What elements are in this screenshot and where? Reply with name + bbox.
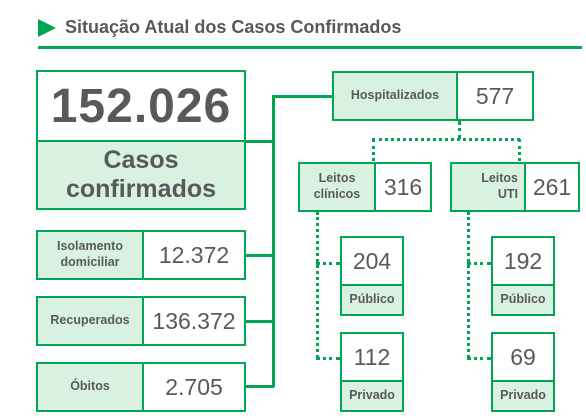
icu-beds-label-cell: Leitos UTI: [452, 164, 526, 210]
icu-private-value: 69: [510, 343, 536, 370]
isolation-value-cell: 12.372: [144, 232, 244, 278]
total-cases-value: 152.026: [50, 79, 232, 133]
deaths-box: Óbitos 2.705: [36, 362, 246, 412]
icu-public-label: Público: [500, 292, 546, 307]
icu-private-label: Privado: [500, 388, 546, 403]
dotted-connector-hospital-down: [458, 121, 461, 139]
hospitalized-label: Hospitalizados: [350, 88, 440, 103]
connector-to-recovered: [246, 320, 274, 323]
icu-beds-box: Leitos UTI 261: [450, 162, 580, 212]
isolation-value: 12.372: [158, 241, 230, 268]
arrow-icon: [38, 19, 56, 37]
dotted-connector-icu-privado: [467, 357, 491, 360]
clinical-beds-label-line2: clínicos: [313, 187, 361, 201]
icu-beds-value-cell: 261: [526, 164, 578, 210]
clinical-private-label: Privado: [349, 388, 395, 403]
clinical-private-value-cell: 112: [342, 334, 402, 380]
clinical-public-label-cell: Público: [342, 284, 402, 314]
clinical-beds-label-cell: Leitos clínicos: [300, 164, 376, 210]
icu-beds-label-line2: UTI: [497, 187, 518, 201]
deaths-label-cell: Óbitos: [38, 364, 144, 410]
connector-trunk: [272, 95, 275, 387]
total-cases-label-cell: Casos confirmados: [38, 140, 244, 208]
icu-private-value-cell: 69: [493, 334, 553, 380]
dotted-connector-icu-publico: [467, 262, 491, 265]
clinical-private-box: 112 Privado: [340, 332, 404, 412]
icu-beds-label-line1: Leitos: [481, 171, 518, 186]
dotted-connector-to-clinicos: [372, 139, 375, 161]
hospitalized-box: Hospitalizados 577: [332, 71, 534, 121]
connector-to-isolation: [246, 254, 274, 257]
isolation-box: Isolamento domiciliar 12.372: [36, 230, 246, 280]
recovered-label: Recuperados: [50, 313, 130, 328]
total-cases-label-line2: confirmados: [65, 175, 217, 203]
recovered-value: 136.372: [152, 307, 236, 334]
clinical-beds-value: 316: [383, 173, 423, 200]
total-cases-label-line1: Casos: [103, 146, 179, 175]
clinical-beds-label-line1: Leitos: [318, 171, 356, 186]
deaths-value: 2.705: [165, 373, 223, 400]
dotted-connector-clinical-privado: [316, 357, 340, 360]
isolation-label-line1: Isolamento: [57, 239, 123, 254]
icu-beds-value: 261: [532, 173, 572, 200]
clinical-public-box: 204 Público: [340, 236, 404, 316]
deaths-value-cell: 2.705: [144, 364, 244, 410]
recovered-value-cell: 136.372: [144, 298, 244, 344]
total-cases-box: 152.026 Casos confirmados: [36, 70, 246, 210]
icu-public-box: 192 Público: [491, 236, 555, 316]
deaths-label: Óbitos: [70, 379, 110, 394]
dotted-connector-icu-trunk: [467, 212, 470, 358]
total-cases-value-cell: 152.026: [38, 72, 244, 140]
dotted-connector-to-uti: [518, 139, 521, 161]
icu-public-value-cell: 192: [493, 238, 553, 284]
icu-private-box: 69 Privado: [491, 332, 555, 412]
dotted-connector-leitos-span: [372, 138, 520, 141]
hospitalized-label-cell: Hospitalizados: [334, 73, 458, 119]
connector-to-deaths: [246, 385, 274, 388]
page-title: Situação Atual dos Casos Confirmados: [65, 17, 402, 37]
connector-to-hospital: [272, 95, 334, 98]
hospitalized-value: 577: [475, 82, 515, 109]
dotted-connector-clinical-trunk: [316, 212, 319, 358]
clinical-private-label-cell: Privado: [342, 380, 402, 410]
icu-public-value: 192: [503, 247, 543, 274]
icu-private-label-cell: Privado: [493, 380, 553, 410]
connector-total-right: [246, 140, 274, 143]
clinical-public-label: Público: [349, 292, 395, 307]
isolation-label-cell: Isolamento domiciliar: [38, 232, 144, 278]
recovered-box: Recuperados 136.372: [36, 296, 246, 346]
clinical-private-value: 112: [353, 343, 391, 370]
clinical-beds-value-cell: 316: [376, 164, 430, 210]
clinical-public-value-cell: 204: [342, 238, 402, 284]
icu-public-label-cell: Público: [493, 284, 553, 314]
isolation-label-line2: domiciliar: [60, 255, 120, 269]
hospitalized-value-cell: 577: [458, 73, 532, 119]
clinical-beds-box: Leitos clínicos 316: [298, 162, 432, 212]
dotted-connector-clinical-publico: [316, 262, 340, 265]
clinical-public-value: 204: [352, 247, 392, 274]
title-divider: [38, 46, 582, 49]
recovered-label-cell: Recuperados: [38, 298, 144, 344]
